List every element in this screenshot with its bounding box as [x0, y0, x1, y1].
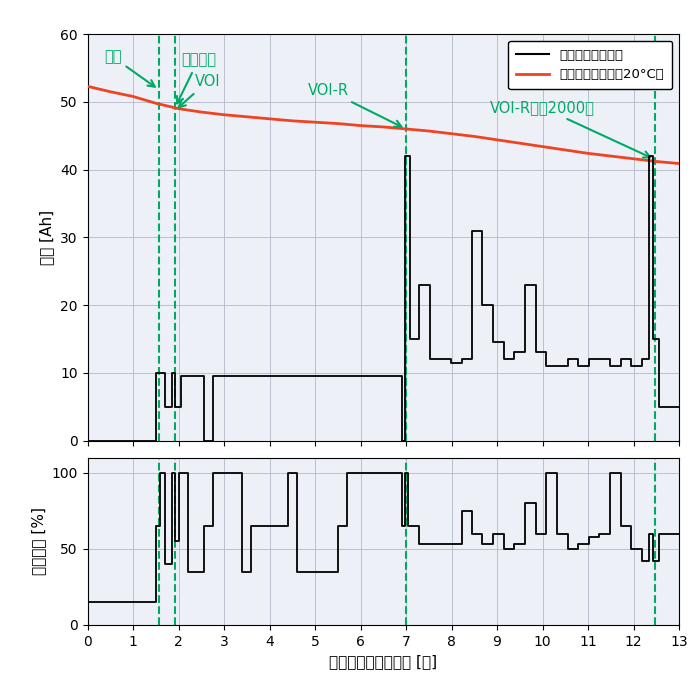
Y-axis label: 容量 [Ah]: 容量 [Ah]: [40, 210, 55, 265]
Text: 打ち上げ: 打ち上げ: [177, 53, 216, 103]
Text: VOI-Rから2000日: VOI-Rから2000日: [490, 100, 650, 158]
X-axis label: 出荷からの経過時間 [年]: 出荷からの経過時間 [年]: [329, 654, 438, 669]
Text: VOI-R: VOI-R: [308, 83, 401, 127]
Text: VOI: VOI: [178, 74, 220, 107]
Text: 出荷: 出荷: [104, 49, 155, 87]
Legend: 必要とされる容量, 放電可能な容量（20°C）: 必要とされる容量, 放電可能な容量（20°C）: [508, 41, 673, 89]
Y-axis label: 充電状態 [%]: 充電状態 [%]: [31, 507, 46, 575]
